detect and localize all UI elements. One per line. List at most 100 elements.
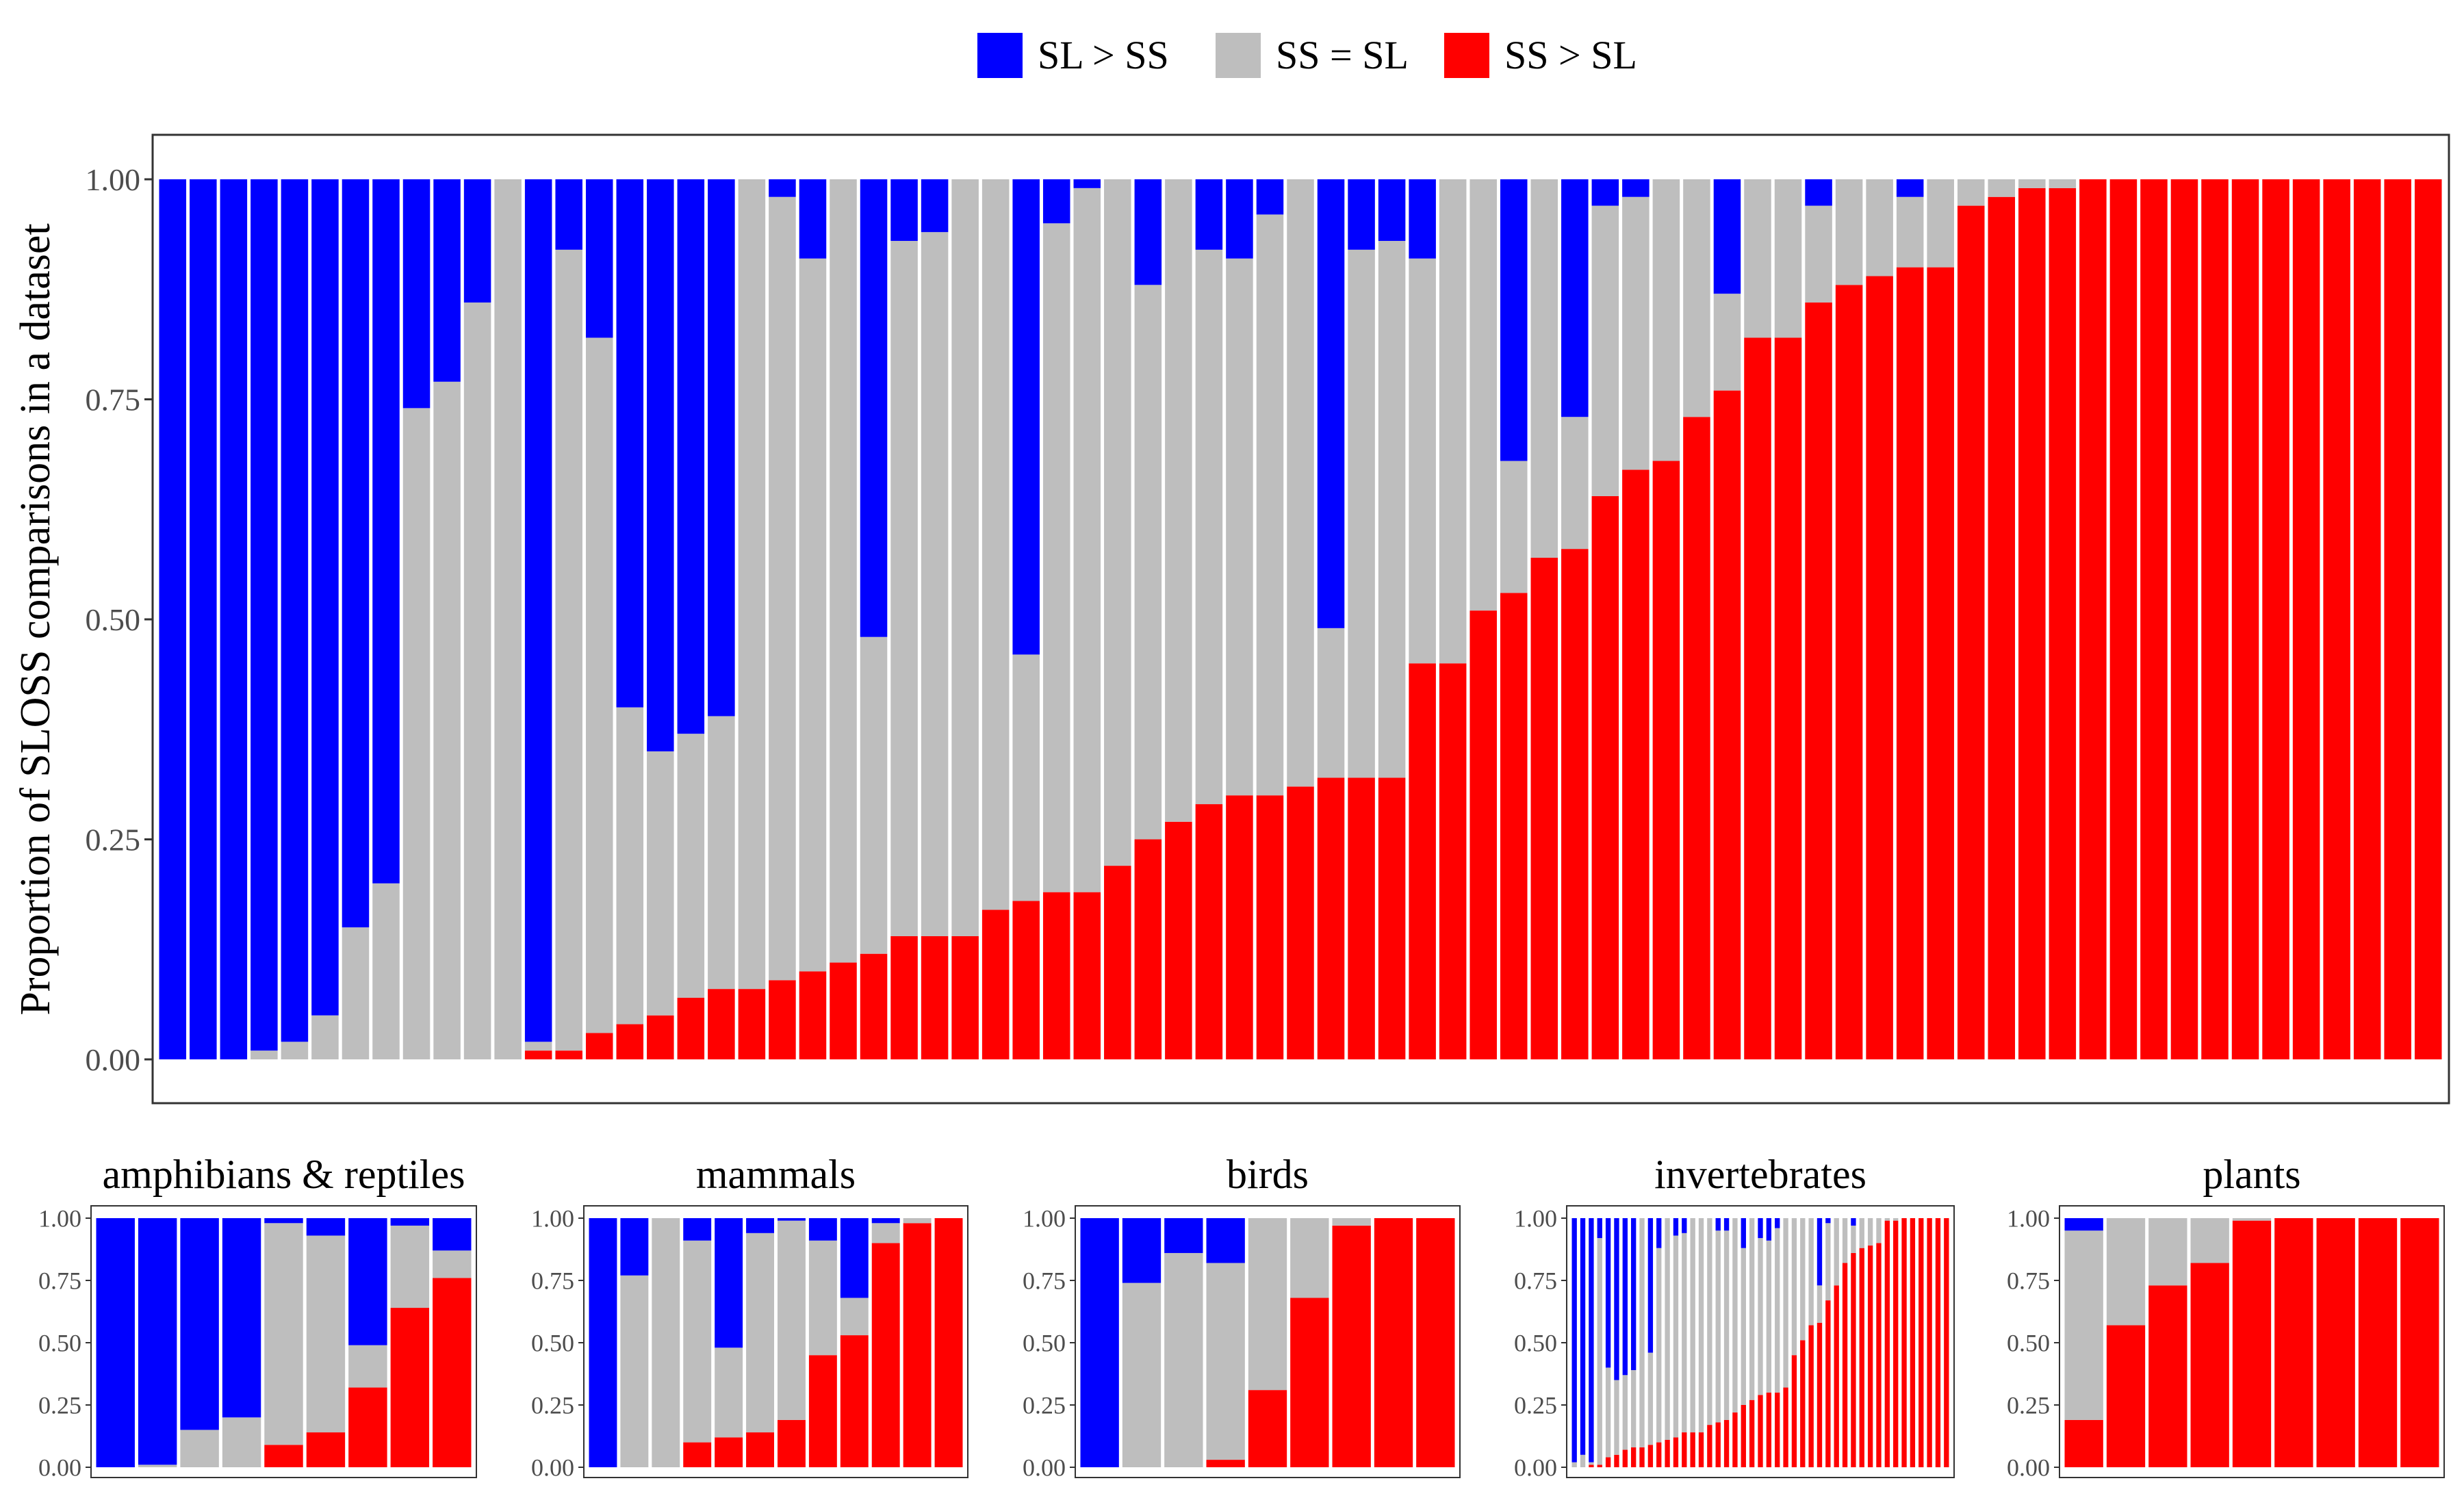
bar-segment [372, 179, 400, 884]
bar-segment [251, 1050, 278, 1059]
y-tick-label: 0.50 [1514, 1330, 1557, 1357]
bar-segment [264, 1445, 303, 1467]
bar-segment [1690, 1432, 1695, 1467]
bar-segment [1317, 777, 1345, 1059]
bar-segment [677, 997, 705, 1059]
bar-segment [311, 1015, 339, 1059]
bar-segment [433, 1218, 472, 1251]
bar-segment [585, 1033, 613, 1059]
legend-swatch [977, 33, 1023, 78]
bar-segment [1530, 179, 1558, 558]
bar-segment [1896, 267, 1924, 1060]
bar-segment [281, 179, 309, 1042]
bar-segment [2316, 1218, 2355, 1467]
y-tick-label: 0.25 [1023, 1392, 1066, 1419]
y-tick-label: 0.00 [86, 1042, 141, 1077]
bar-segment [1766, 1218, 1772, 1241]
y-tick-label: 0.75 [38, 1267, 81, 1295]
bar-segment [1073, 892, 1101, 1059]
y-tick-label: 0.75 [2007, 1267, 2050, 1295]
bar-segment [1656, 1218, 1662, 1248]
bar-segment [769, 980, 796, 1059]
bar-segment [708, 989, 735, 1059]
bar-segment [1758, 1218, 1763, 1239]
legend-label: SS > SL [1504, 33, 1637, 77]
bar-segment [390, 1225, 430, 1308]
bar-segment [1805, 179, 1832, 206]
bar-segment [1758, 1395, 1763, 1467]
bar-segment [830, 179, 857, 963]
bar-segment [1622, 1218, 1628, 1376]
bar-segment [1122, 1282, 1162, 1467]
bar-segment [390, 1218, 430, 1226]
bar-segment [2018, 188, 2046, 1059]
facet-panel: 0.00 0.25 0.50 0.75 1.00 amphibians & reptile… [38, 1152, 477, 1482]
bar-segment [620, 1275, 649, 1467]
bar-segment [1825, 1300, 1831, 1467]
bar-segment [180, 1430, 219, 1467]
bar-segment [1622, 196, 1650, 470]
bar-segment [190, 179, 217, 1059]
bar-segment [1165, 179, 1192, 822]
bar-segment [1622, 179, 1650, 197]
bar-segment [264, 1218, 303, 1224]
bar-segment [769, 179, 796, 197]
bar-segment [1317, 179, 1345, 628]
y-tick-label: 0.75 [1023, 1267, 1066, 1295]
bar-segment [2358, 1218, 2398, 1467]
bar-segment [840, 1298, 869, 1336]
y-tick-label: 0.50 [2007, 1330, 2050, 1357]
bar-segment [934, 1218, 963, 1467]
bar-segment [1164, 1218, 1203, 1253]
bar-segment [1378, 241, 1406, 778]
bar-segment [2148, 1218, 2187, 1286]
bar-segment [1597, 1465, 1602, 1467]
bar-segment [1374, 1218, 1413, 1467]
bar-segment [1805, 302, 1832, 1059]
bar-segment [860, 953, 888, 1059]
bar-segment [715, 1437, 743, 1467]
y-tick-label: 1.00 [1023, 1205, 1066, 1233]
bar-segment [264, 1223, 303, 1445]
y-tick-label: 0.50 [531, 1330, 574, 1357]
bar-segment [348, 1387, 387, 1467]
bar-segment [921, 232, 949, 936]
bar-segment [683, 1240, 712, 1443]
bar-segment [981, 179, 1010, 910]
bar-segment [1630, 1218, 1637, 1371]
bar-segment [677, 179, 705, 734]
bar-segment [808, 1218, 837, 1241]
bar-segment [1378, 179, 1406, 242]
bar-segment [708, 179, 735, 717]
bar-segment [840, 1335, 869, 1467]
y-tick-label: 0.25 [38, 1392, 81, 1419]
bar-segment [1713, 390, 1741, 1059]
bar-segment [2109, 179, 2138, 1059]
bar-segment [433, 1278, 472, 1467]
bar-segment [2274, 1218, 2313, 1467]
bar-segment [1988, 196, 2016, 1060]
bar-segment [951, 179, 979, 936]
bar-segment [2140, 179, 2168, 1059]
bar-segment [2323, 179, 2350, 1059]
bar-segment [616, 707, 644, 1024]
bar-segment [1749, 1218, 1755, 1400]
bar-segment [647, 1015, 674, 1059]
bar-segment [1104, 179, 1131, 866]
bar-segment [1639, 1218, 1645, 1447]
bar-segment [1791, 1218, 1797, 1356]
bar-segment [1713, 179, 1741, 294]
bar-segment [1591, 179, 1619, 206]
bar-segment [390, 1308, 430, 1467]
bar-segment [1206, 1263, 1245, 1460]
bar-segment [1698, 1432, 1704, 1467]
bar-segment [306, 1432, 346, 1467]
bar-segment [1248, 1390, 1287, 1467]
bar-segment [1652, 461, 1680, 1059]
bar-segment [2190, 1263, 2229, 1467]
facet-panel: 0.00 0.25 0.50 0.75 1.00 plants [2007, 1152, 2445, 1482]
bar-segment [1470, 610, 1497, 1059]
y-tick-label: 0.50 [86, 602, 141, 637]
